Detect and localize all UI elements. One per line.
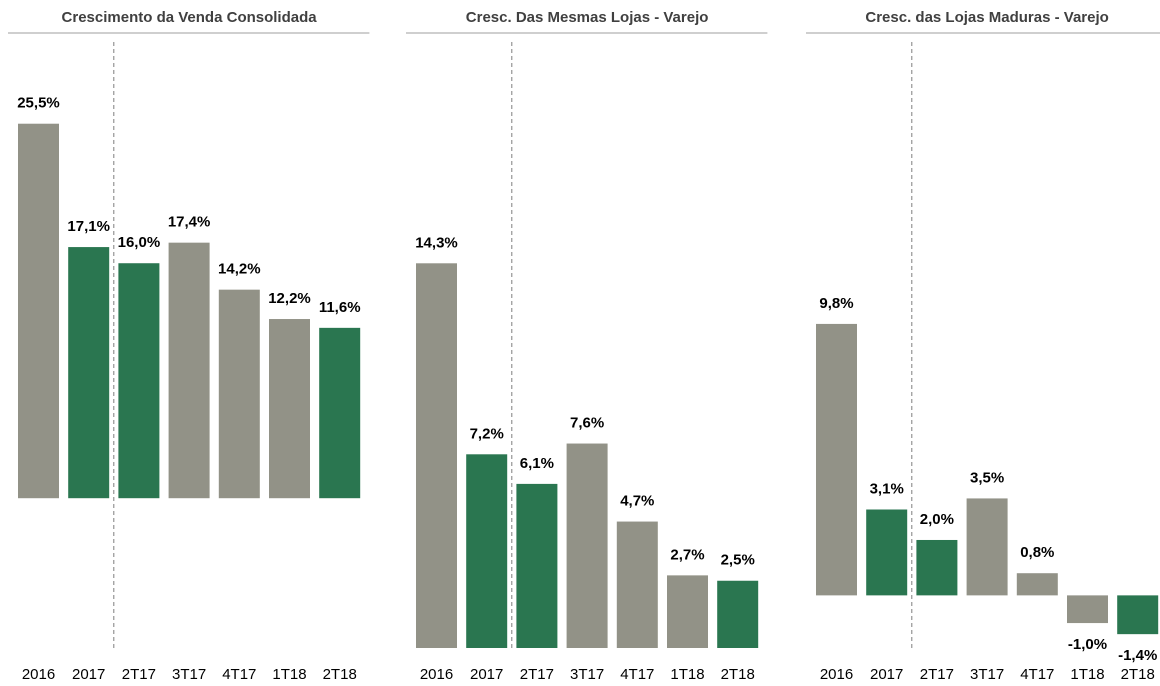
bar bbox=[1016, 573, 1058, 596]
value-label: 17,4% bbox=[168, 214, 211, 231]
value-label: 25,5% bbox=[17, 95, 60, 112]
bar bbox=[616, 521, 658, 648]
x-tick-label: 3T17 bbox=[570, 666, 604, 683]
value-label: 3,1% bbox=[870, 480, 904, 497]
bar bbox=[1067, 595, 1108, 624]
value-label: 2,7% bbox=[670, 546, 704, 563]
bar bbox=[816, 323, 857, 596]
bar bbox=[118, 263, 160, 499]
bar bbox=[566, 443, 608, 648]
chart-title: Cresc. Das Mesmas Lojas - Varejo bbox=[466, 9, 709, 26]
value-label: 7,6% bbox=[570, 415, 604, 432]
x-tick-label: 2017 bbox=[72, 666, 105, 683]
chart-title: Cresc. das Lojas Maduras - Varejo bbox=[865, 9, 1108, 26]
value-label: 6,1% bbox=[520, 455, 554, 472]
value-label: -1,0% bbox=[1068, 636, 1107, 653]
x-tick-label: 1T18 bbox=[272, 666, 306, 683]
value-label: 0,8% bbox=[1020, 544, 1054, 561]
bar bbox=[667, 575, 708, 648]
chart-title: Crescimento da Venda Consolidada bbox=[62, 9, 318, 26]
bar bbox=[866, 509, 908, 596]
value-label: 9,8% bbox=[819, 295, 853, 312]
x-tick-label: 2016 bbox=[22, 666, 55, 683]
value-label: 7,2% bbox=[470, 425, 504, 442]
value-label: 14,3% bbox=[415, 234, 458, 251]
x-tick-label: 3T17 bbox=[970, 666, 1004, 683]
x-tick-label: 2016 bbox=[420, 666, 453, 683]
x-tick-label: 2017 bbox=[470, 666, 503, 683]
x-tick-label: 2T18 bbox=[1121, 666, 1155, 683]
x-tick-label: 1T18 bbox=[1070, 666, 1104, 683]
x-tick-label: 2017 bbox=[870, 666, 903, 683]
value-label: -1,4% bbox=[1118, 647, 1157, 664]
x-tick-label: 2016 bbox=[820, 666, 853, 683]
bar bbox=[168, 242, 210, 499]
x-tick-label: 4T17 bbox=[1020, 666, 1054, 683]
x-tick-label: 2T18 bbox=[323, 666, 357, 683]
value-label: 14,2% bbox=[218, 261, 261, 278]
bar bbox=[516, 483, 558, 648]
bar bbox=[68, 247, 110, 499]
bar bbox=[319, 327, 361, 499]
bar bbox=[218, 289, 260, 499]
x-tick-label: 1T18 bbox=[670, 666, 704, 683]
x-tick-label: 4T17 bbox=[620, 666, 654, 683]
bar bbox=[466, 454, 508, 648]
value-label: 17,1% bbox=[67, 218, 110, 235]
bar bbox=[416, 263, 457, 648]
bar bbox=[966, 498, 1008, 596]
value-label: 4,7% bbox=[620, 493, 654, 510]
value-label: 11,6% bbox=[319, 299, 361, 316]
x-tick-label: 2T18 bbox=[721, 666, 755, 683]
value-label: 12,2% bbox=[268, 290, 311, 307]
bar bbox=[916, 539, 958, 596]
value-label: 2,5% bbox=[721, 552, 755, 569]
bar bbox=[18, 123, 59, 499]
bar bbox=[1117, 595, 1159, 635]
x-tick-label: 4T17 bbox=[222, 666, 256, 683]
x-tick-label: 2T17 bbox=[920, 666, 954, 683]
value-label: 16,0% bbox=[118, 234, 161, 251]
bar bbox=[717, 580, 759, 648]
bar bbox=[269, 319, 310, 499]
x-tick-label: 3T17 bbox=[172, 666, 206, 683]
x-tick-label: 2T17 bbox=[122, 666, 156, 683]
value-label: 3,5% bbox=[970, 469, 1004, 486]
x-tick-label: 2T17 bbox=[520, 666, 554, 683]
value-label: 2,0% bbox=[920, 511, 954, 528]
